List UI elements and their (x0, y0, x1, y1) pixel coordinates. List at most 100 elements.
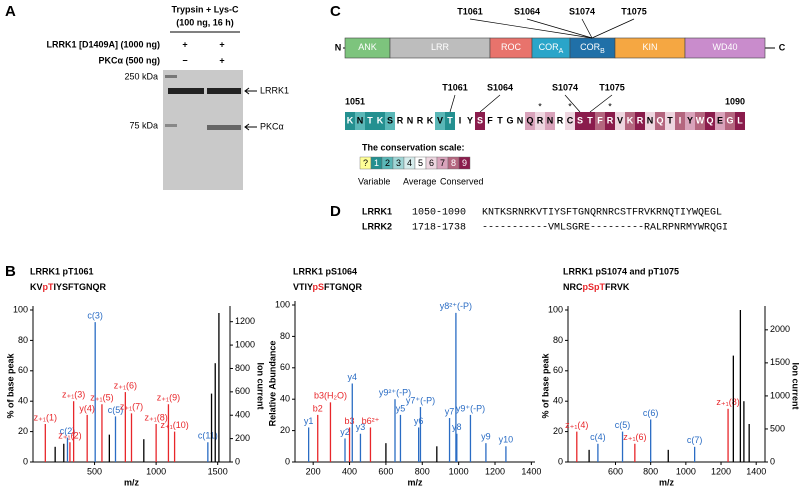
site-line (591, 18, 635, 39)
residue-cell (435, 112, 445, 130)
residue-cell (725, 112, 735, 130)
lane-sign: − (182, 55, 187, 65)
y-tick-label: 60 (280, 362, 290, 372)
scale-word: Variable (358, 176, 390, 186)
y-tick-label: 20 (553, 426, 563, 436)
n-term: N (335, 42, 342, 52)
domain-name: COR (539, 42, 560, 52)
residue: R (417, 115, 424, 125)
y2-tick-label: 1000 (770, 390, 790, 400)
y2-tick-label: 0 (235, 456, 240, 466)
peak-label: z₊₁(7) (120, 402, 143, 412)
peak-label: y7⁺(-P) (406, 395, 435, 405)
x-tick-label: 1500 (208, 466, 228, 476)
peak-label: y3 (356, 422, 366, 432)
peak-label: y10 (499, 435, 514, 445)
align-range: 1050-1090 (412, 208, 466, 219)
residue: R (537, 115, 544, 125)
x-tick-label: 600 (608, 466, 623, 476)
peak-label: y6 (414, 416, 424, 426)
residue-cell (685, 112, 695, 130)
x-label: m/z (659, 477, 675, 487)
marker-label: 75 kDa (129, 120, 158, 130)
asterisk: * (538, 101, 542, 111)
y2-tick-label: 600 (235, 386, 250, 396)
band-label: LRRK1 (260, 85, 289, 95)
x-tick-label: 1400 (746, 466, 766, 476)
site-line (564, 94, 581, 113)
y-label: Relative Abundance (267, 341, 277, 427)
x-tick-label: 800 (415, 466, 430, 476)
arrow (244, 123, 257, 131)
y2-tick-label: 400 (235, 410, 250, 420)
residue-cell (515, 112, 525, 130)
y2-label: Ion current (256, 362, 266, 409)
domain-name: LRR (431, 42, 450, 52)
residue-cell (735, 112, 745, 130)
peak-label: c(11) (198, 431, 218, 441)
asterisk: * (608, 101, 612, 111)
site-label: T1075 (621, 6, 647, 16)
scale-word: Average (403, 176, 436, 186)
residue: Q (526, 115, 533, 125)
residue-cell (655, 112, 665, 130)
x-tick-label: 1200 (485, 466, 505, 476)
site-line (589, 94, 613, 113)
subtitle-part: pS (313, 282, 325, 292)
domain-name: KIN (642, 42, 657, 52)
peak-label: y9 (481, 432, 491, 442)
chart-subtitle: VTIYpSFTGNQR (293, 282, 363, 292)
y2-tick-label: 500 (770, 423, 785, 433)
scale-label: 7 (440, 158, 445, 168)
peak-label: z₊₁(5) (90, 393, 113, 403)
scale-box (458, 156, 471, 170)
residue-cell (395, 112, 405, 130)
residue: N (407, 115, 414, 125)
y2-tick-label: 1200 (235, 316, 255, 326)
residue-cell (585, 112, 595, 130)
site-line (469, 18, 593, 39)
chart-title: LRRK1 pT1061 (30, 266, 94, 276)
x-tick-label: 1400 (521, 466, 541, 476)
residue: R (397, 115, 404, 125)
residue: V (437, 115, 443, 125)
marker-band (165, 75, 177, 78)
y2-tick-label: 800 (235, 363, 250, 373)
residue: T (587, 115, 593, 125)
residue: K (427, 115, 434, 125)
marker-band (165, 124, 177, 127)
residue: K (347, 115, 354, 125)
residue: S (477, 115, 483, 125)
residue: Y (687, 115, 693, 125)
residue-cell (605, 112, 615, 130)
peak-label: z₊₁(8) (144, 412, 167, 422)
subtitle-part: NRC (563, 282, 583, 292)
residue: N (647, 115, 654, 125)
scale-label: 5 (418, 158, 423, 168)
residue-cell (425, 112, 435, 130)
peak-label: c(6) (643, 408, 659, 418)
residue-cell (545, 112, 555, 130)
y-tick-label: 80 (280, 331, 290, 341)
residue-cell (475, 112, 485, 130)
residue: F (597, 115, 603, 125)
band-label: PKCα (260, 121, 284, 131)
align-seq: -----------VMLSGRE---------RALRPNRMYWRQG… (482, 223, 728, 234)
domain-name: ANK (358, 42, 377, 52)
asterisk: * (568, 101, 572, 111)
align-name: LRRK1 (362, 206, 392, 216)
peak-label: y4 (348, 372, 358, 382)
x-label: m/z (407, 477, 423, 487)
residue: R (607, 115, 614, 125)
lane-sign: + (219, 55, 224, 65)
y-tick-label: 60 (553, 365, 563, 375)
residue-cell (665, 112, 675, 130)
residue-cell (525, 112, 535, 130)
scale-label: 6 (429, 158, 434, 168)
residue-cell (495, 112, 505, 130)
scale-label: 1 (374, 158, 379, 168)
residue-cell (555, 112, 565, 130)
peak-label: b3 (345, 416, 355, 426)
residue: T (667, 115, 673, 125)
y-tick-label: 20 (18, 426, 28, 436)
